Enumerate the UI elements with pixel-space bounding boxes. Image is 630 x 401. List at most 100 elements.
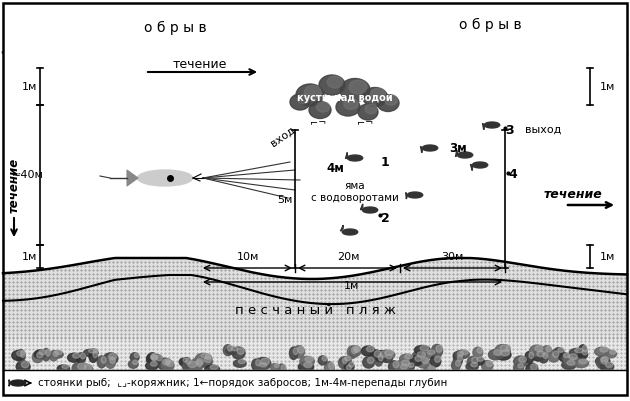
Ellipse shape — [600, 347, 608, 352]
Ellipse shape — [374, 350, 381, 357]
Ellipse shape — [595, 347, 610, 356]
Ellipse shape — [408, 192, 423, 198]
Ellipse shape — [201, 354, 212, 364]
Ellipse shape — [471, 363, 478, 367]
Ellipse shape — [182, 360, 198, 372]
Ellipse shape — [151, 361, 157, 366]
Ellipse shape — [428, 366, 435, 370]
Ellipse shape — [473, 347, 483, 358]
Ellipse shape — [322, 356, 327, 361]
Ellipse shape — [415, 356, 421, 361]
Ellipse shape — [579, 345, 587, 356]
Ellipse shape — [340, 356, 352, 365]
Ellipse shape — [347, 155, 363, 161]
Ellipse shape — [210, 365, 218, 369]
Ellipse shape — [79, 364, 93, 375]
Ellipse shape — [83, 349, 98, 356]
Ellipse shape — [271, 364, 279, 371]
Ellipse shape — [500, 345, 508, 352]
Ellipse shape — [340, 79, 370, 101]
Ellipse shape — [562, 360, 576, 369]
Ellipse shape — [393, 361, 399, 368]
Ellipse shape — [42, 348, 50, 361]
Ellipse shape — [501, 350, 510, 356]
Ellipse shape — [345, 356, 351, 361]
Ellipse shape — [421, 357, 428, 363]
Text: ≈40м: ≈40м — [12, 170, 44, 180]
Ellipse shape — [382, 355, 392, 363]
Ellipse shape — [410, 355, 423, 366]
Text: течение: течение — [173, 57, 227, 71]
Ellipse shape — [226, 347, 239, 354]
Ellipse shape — [563, 353, 570, 358]
Ellipse shape — [223, 345, 232, 356]
Ellipse shape — [493, 350, 501, 356]
Ellipse shape — [350, 347, 359, 356]
Ellipse shape — [401, 360, 410, 366]
Ellipse shape — [542, 346, 552, 356]
Ellipse shape — [188, 361, 197, 368]
Ellipse shape — [318, 356, 327, 365]
Ellipse shape — [316, 102, 329, 112]
Ellipse shape — [472, 357, 478, 363]
Ellipse shape — [379, 350, 395, 360]
Ellipse shape — [37, 352, 43, 358]
Ellipse shape — [367, 346, 374, 352]
Ellipse shape — [567, 360, 575, 365]
Ellipse shape — [537, 351, 544, 357]
Ellipse shape — [237, 348, 244, 354]
Text: 1м: 1м — [600, 82, 616, 92]
Ellipse shape — [358, 104, 378, 120]
Ellipse shape — [342, 365, 352, 374]
Ellipse shape — [400, 365, 408, 369]
Ellipse shape — [137, 170, 193, 186]
Ellipse shape — [196, 353, 210, 362]
Ellipse shape — [108, 353, 117, 360]
Ellipse shape — [347, 346, 357, 358]
Ellipse shape — [457, 351, 464, 356]
Ellipse shape — [389, 361, 399, 373]
Text: 3: 3 — [506, 124, 514, 136]
Ellipse shape — [146, 362, 158, 370]
Ellipse shape — [55, 350, 62, 354]
Ellipse shape — [535, 346, 543, 351]
Ellipse shape — [205, 356, 212, 363]
Ellipse shape — [101, 356, 106, 363]
Ellipse shape — [466, 363, 478, 371]
Ellipse shape — [477, 357, 484, 361]
Text: 1м: 1м — [345, 281, 360, 291]
Ellipse shape — [518, 364, 524, 368]
Ellipse shape — [455, 350, 469, 358]
Ellipse shape — [495, 349, 511, 360]
Ellipse shape — [457, 355, 462, 361]
Ellipse shape — [435, 356, 440, 363]
Ellipse shape — [152, 354, 163, 365]
Ellipse shape — [89, 350, 98, 363]
Ellipse shape — [183, 358, 188, 362]
Text: 3м: 3м — [449, 142, 467, 154]
Ellipse shape — [21, 362, 29, 368]
Ellipse shape — [12, 350, 25, 360]
Ellipse shape — [609, 350, 616, 354]
Ellipse shape — [103, 353, 118, 364]
Ellipse shape — [110, 357, 115, 364]
Ellipse shape — [72, 362, 88, 374]
Ellipse shape — [290, 94, 310, 110]
Ellipse shape — [558, 348, 564, 352]
Ellipse shape — [362, 87, 387, 107]
Ellipse shape — [427, 350, 435, 354]
Ellipse shape — [530, 345, 544, 356]
Text: 4м: 4м — [326, 162, 344, 174]
Ellipse shape — [477, 348, 483, 353]
Ellipse shape — [294, 348, 298, 355]
Ellipse shape — [452, 360, 461, 371]
Ellipse shape — [129, 360, 138, 368]
Ellipse shape — [457, 152, 472, 158]
Ellipse shape — [157, 358, 172, 370]
Ellipse shape — [62, 365, 69, 369]
Ellipse shape — [548, 350, 559, 362]
Text: 1м: 1м — [600, 252, 616, 262]
Ellipse shape — [513, 364, 524, 372]
Ellipse shape — [72, 353, 80, 358]
Ellipse shape — [529, 352, 534, 358]
